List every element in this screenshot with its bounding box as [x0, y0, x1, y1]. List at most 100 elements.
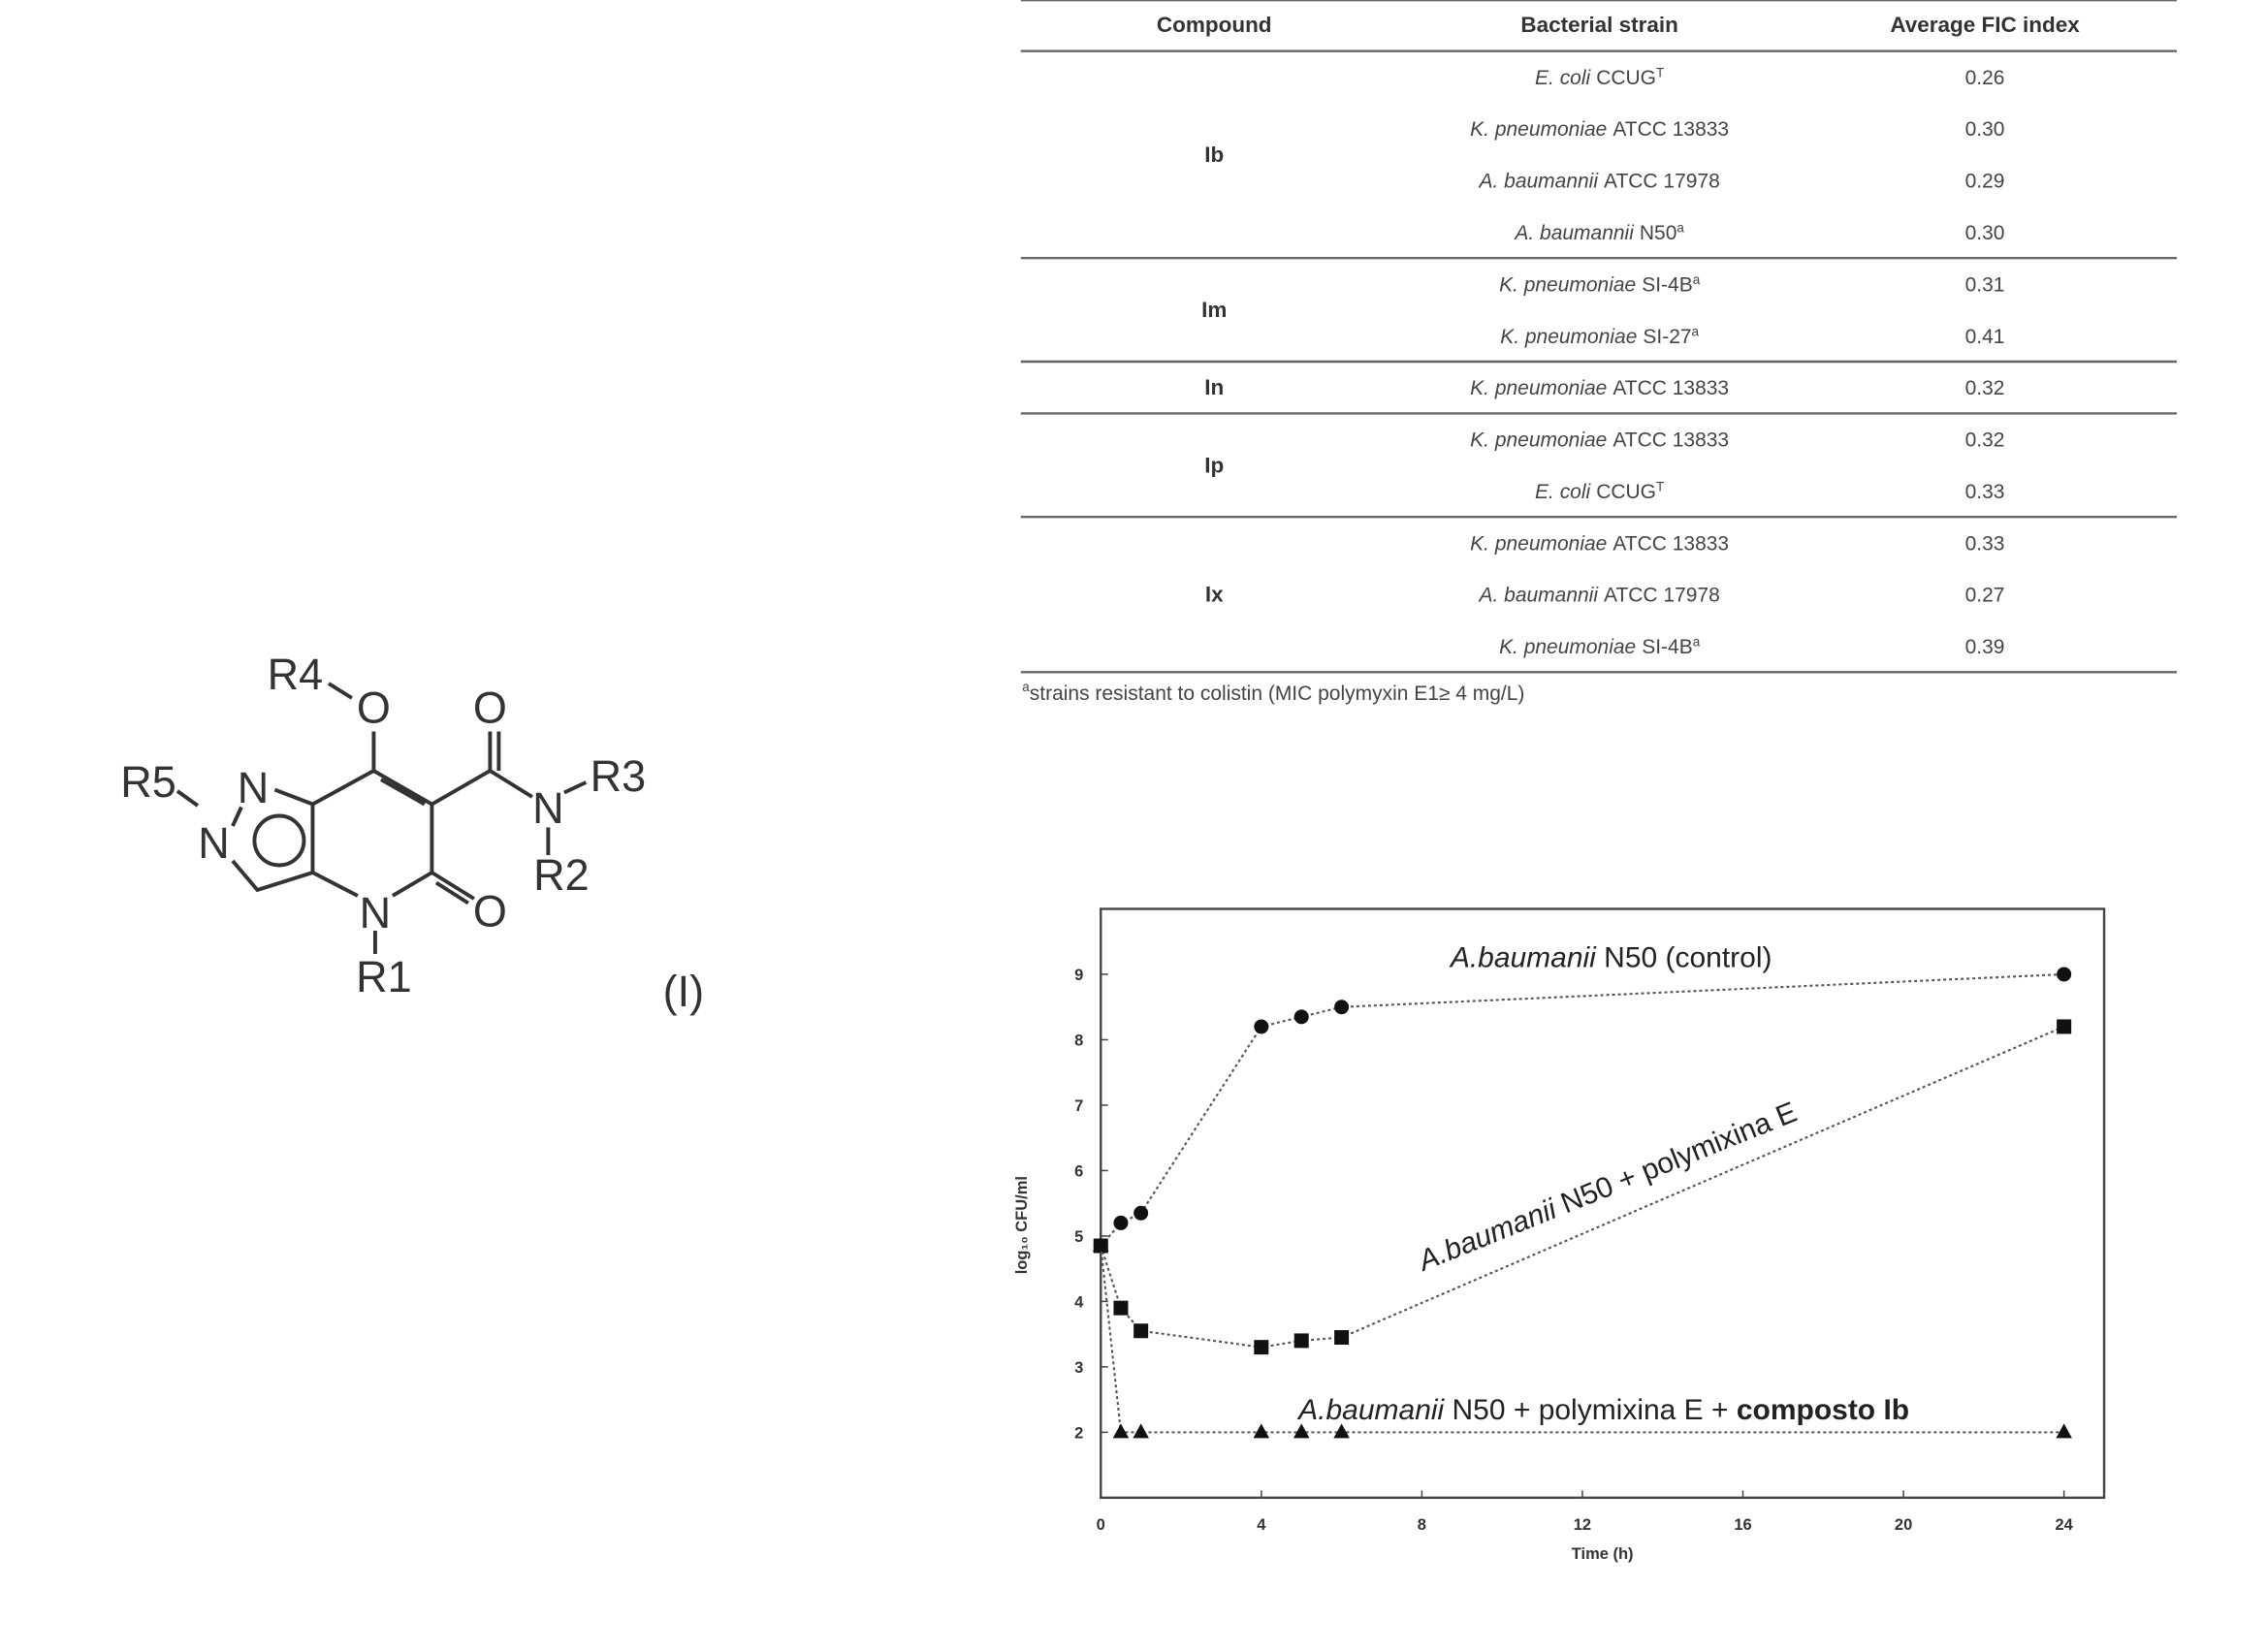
- y-tick-label: 5: [1074, 1228, 1083, 1246]
- fic-index: 0.33: [1965, 532, 2005, 555]
- species: A. baumannii: [1513, 222, 1635, 244]
- superscript: a: [1693, 635, 1701, 650]
- x-tick-label: 0: [1097, 1516, 1105, 1534]
- superscript: T: [1656, 479, 1664, 493]
- marker: [1093, 1237, 1109, 1253]
- strain: K. pneumoniae SI-27a: [1500, 324, 1699, 347]
- marker: [2057, 1019, 2072, 1034]
- atom-label: N: [532, 783, 564, 833]
- x-tick-label: 24: [2055, 1516, 2073, 1534]
- fic-index: 0.39: [1965, 636, 2005, 658]
- footnote: astrains resistant to colistin (MIC poly…: [1022, 680, 1524, 705]
- column-header: Bacterial strain: [1520, 13, 1677, 37]
- x-tick-label: 16: [1734, 1516, 1751, 1534]
- marker: [2057, 967, 2072, 982]
- annotation-run: A.baumanii: [1412, 1192, 1562, 1278]
- fic-index: 0.26: [1965, 67, 2005, 89]
- strain: A. baumannii N50a: [1513, 221, 1684, 244]
- species: K. pneumoniae: [1499, 636, 1636, 658]
- strain-name: ATCC 17978: [1604, 171, 1720, 193]
- atom-label: R5: [120, 757, 176, 807]
- y-tick-label: 9: [1074, 967, 1083, 984]
- fic-index: 0.27: [1965, 585, 2005, 607]
- atom-label: R2: [533, 850, 590, 900]
- strain-name: SI-4B: [1642, 273, 1692, 296]
- footnote-text: strains resistant to colistin (MIC polym…: [1030, 683, 1525, 705]
- annotation-run: A.baumanii: [1449, 941, 1597, 973]
- annotation-run: N50 (control): [1596, 941, 1772, 973]
- y-tick-label: 3: [1074, 1359, 1083, 1377]
- marker: [1334, 1330, 1350, 1346]
- column-header: Compound: [1157, 13, 1272, 37]
- annotation: A.baumanii N50 (control): [1449, 941, 1772, 973]
- y-axis-label: log₁₀ CFU/ml: [1013, 1176, 1031, 1274]
- plot-frame: [1100, 907, 2106, 1500]
- strain-name: SI-27: [1643, 326, 1691, 348]
- superscript: a: [1692, 324, 1700, 338]
- strain-name: ATCC 13833: [1612, 532, 1729, 555]
- species: A. baumannii: [1478, 171, 1600, 193]
- superscript: a: [1693, 272, 1701, 287]
- compound: In: [1204, 375, 1224, 399]
- species: A. baumannii: [1478, 585, 1600, 607]
- species: K. pneumoniae: [1470, 377, 1607, 399]
- strain-name: ATCC 17978: [1604, 585, 1720, 607]
- footnote-mark: a: [1022, 680, 1030, 694]
- compound: Ib: [1204, 143, 1224, 167]
- annotation-run: A.baumanii: [1296, 1394, 1445, 1426]
- annotation: A.baumanii N50 + polymixina E: [1412, 1096, 1801, 1279]
- atom-label: R4: [268, 650, 324, 699]
- fic-index: 0.30: [1965, 118, 2005, 141]
- species: K. pneumoniae: [1499, 273, 1636, 296]
- bond: [176, 682, 588, 954]
- marker: [2056, 1423, 2072, 1439]
- marker: [1334, 1000, 1350, 1015]
- x-axis-label: Time (h): [1572, 1545, 1634, 1563]
- strain: E. coli CCUGT: [1535, 65, 1664, 88]
- x-tick-label: 8: [1418, 1516, 1426, 1534]
- strain-name: SI-4B: [1642, 636, 1692, 658]
- atom-label: R3: [591, 751, 647, 801]
- strain: K. pneumoniae SI-4Ba: [1499, 635, 1701, 658]
- fic-index: 0.33: [1965, 481, 2005, 503]
- fic-index: 0.32: [1965, 377, 2005, 399]
- compound: Ip: [1204, 453, 1224, 477]
- marker: [1134, 1205, 1149, 1221]
- marker: [1113, 1215, 1129, 1230]
- fic-index: 0.32: [1965, 429, 2005, 452]
- y-tick-label: 4: [1074, 1293, 1084, 1311]
- species: E. coli: [1535, 481, 1591, 503]
- fic-index: 0.41: [1965, 326, 2005, 348]
- strain: K. pneumoniae ATCC 13833: [1470, 377, 1729, 399]
- fic-index: 0.31: [1965, 273, 2005, 296]
- atom-label: N: [198, 818, 229, 868]
- marker: [1293, 1333, 1309, 1349]
- marker: [1113, 1300, 1129, 1316]
- fic-index: 0.30: [1965, 222, 2005, 244]
- strain: A. baumannii ATCC 17978: [1478, 585, 1720, 607]
- strain-name: ATCC 13833: [1612, 118, 1729, 141]
- atom-label: N: [360, 888, 392, 937]
- chemical-structure: R4 O O R5 N N N R3 R2 O N R1 (I): [120, 650, 704, 1016]
- atom-label: O: [473, 886, 507, 936]
- column-header: Average FIC index: [1890, 13, 2080, 37]
- strain-name: N50: [1640, 222, 1676, 244]
- annotation-run: N50 + polymixina E: [1549, 1096, 1801, 1223]
- species: K. pneumoniae: [1500, 326, 1637, 348]
- species: K. pneumoniae: [1470, 429, 1607, 452]
- atom-label: O: [357, 683, 391, 733]
- aromatic-ring: [252, 813, 306, 868]
- compound: Im: [1201, 298, 1227, 322]
- atom-label: R1: [356, 952, 412, 1001]
- strain: K. pneumoniae ATCC 13833: [1470, 118, 1729, 141]
- species: K. pneumoniae: [1470, 532, 1607, 555]
- marker: [1253, 1423, 1270, 1439]
- atom-label: N: [238, 763, 269, 812]
- marker: [1293, 1423, 1310, 1439]
- marker: [1333, 1423, 1350, 1439]
- x-tick-label: 20: [1895, 1516, 1912, 1534]
- superscript: T: [1656, 65, 1664, 79]
- strain-name: CCUG: [1596, 481, 1656, 503]
- y-tick-label: 8: [1074, 1032, 1083, 1049]
